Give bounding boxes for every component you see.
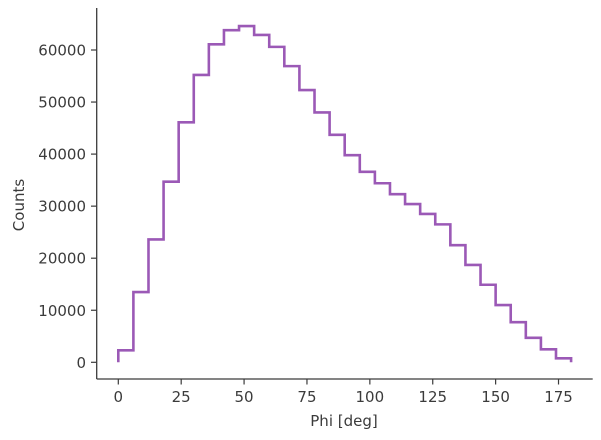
x-tick-label: 0	[114, 388, 124, 406]
y-tick-label: 50000	[38, 94, 86, 112]
x-tick-label: 100	[356, 388, 385, 406]
y-tick-label: 10000	[38, 302, 86, 320]
y-tick-label: 20000	[38, 250, 86, 268]
x-tick-label: 150	[481, 388, 510, 406]
x-axis-label: Phi [deg]	[310, 412, 377, 430]
x-tick-label: 50	[235, 388, 254, 406]
x-axis-ticks: 0 25 50 75 100 125 150 175	[114, 379, 573, 406]
histogram-step-line	[117, 24, 573, 363]
x-tick-label: 175	[544, 388, 573, 406]
y-tick-label: 0	[76, 354, 86, 372]
y-axis-ticks: 0 10000 20000 30000 40000 50000 60000	[38, 42, 97, 372]
y-axis-label: Counts	[10, 179, 28, 232]
y-tick-label: 30000	[38, 198, 86, 216]
x-tick-label: 25	[172, 388, 191, 406]
x-tick-label: 75	[297, 388, 316, 406]
y-tick-label: 40000	[38, 146, 86, 164]
x-tick-label: 125	[418, 388, 447, 406]
y-tick-label: 60000	[38, 42, 86, 60]
